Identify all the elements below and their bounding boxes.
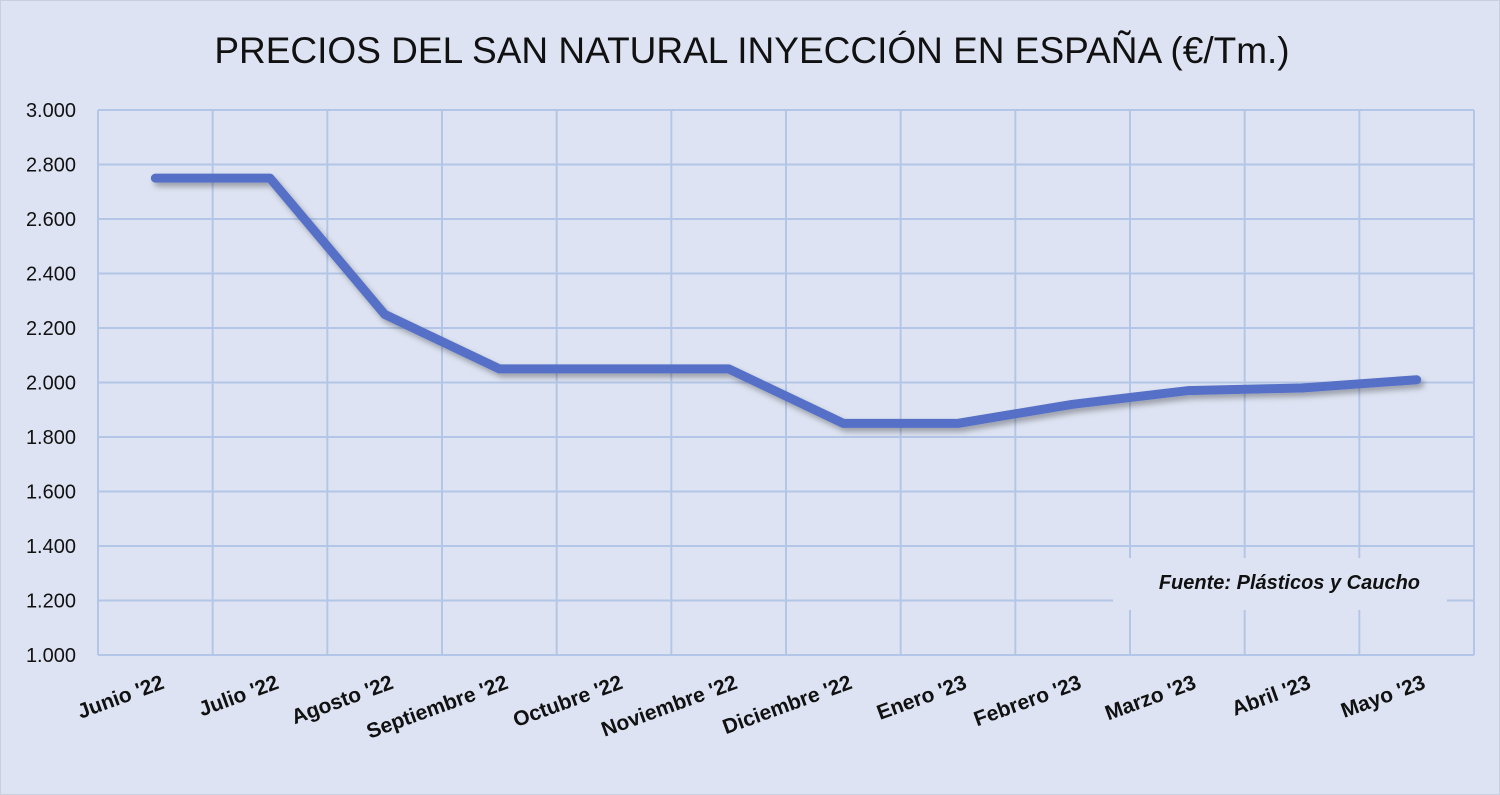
source-annotation: Fuente: Plásticos y Caucho bbox=[1159, 572, 1420, 594]
y-tick-label: 2.400 bbox=[26, 264, 76, 286]
annotation-background bbox=[1113, 558, 1447, 610]
y-tick-label: 1.000 bbox=[26, 645, 76, 667]
x-tick-label: Julio '22 bbox=[196, 671, 282, 721]
y-tick-label: 1.800 bbox=[26, 427, 76, 449]
y-tick-label: 2.800 bbox=[26, 155, 76, 177]
x-tick-label: Febrero '23 bbox=[971, 671, 1084, 731]
y-tick-label: 2.200 bbox=[26, 318, 76, 340]
y-tick-label: 1.400 bbox=[26, 536, 76, 558]
x-tick-label: Mayo '23 bbox=[1338, 671, 1428, 723]
chart-title: PRECIOS DEL SAN NATURAL INYECCIÓN EN ESP… bbox=[214, 30, 1289, 71]
y-tick-label: 3.000 bbox=[26, 100, 76, 122]
x-tick-label: Diciembre '22 bbox=[720, 671, 855, 739]
x-tick-label: Junio '22 bbox=[74, 671, 167, 723]
x-tick-label: Marzo '23 bbox=[1102, 671, 1199, 725]
x-tick-label: Abril '23 bbox=[1229, 671, 1314, 721]
x-tick-label: Enero '23 bbox=[874, 671, 970, 725]
y-tick-label: 2.600 bbox=[26, 209, 76, 231]
y-tick-label: 1.200 bbox=[26, 591, 76, 613]
y-tick-label: 1.600 bbox=[26, 482, 76, 504]
y-tick-label: 2.000 bbox=[26, 373, 76, 395]
series-line bbox=[150, 173, 1422, 428]
